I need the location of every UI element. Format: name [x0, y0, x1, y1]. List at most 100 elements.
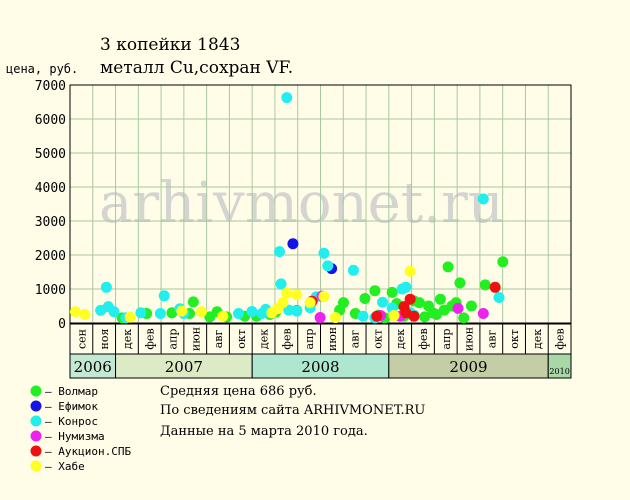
- y-tick-label: 4000: [35, 181, 66, 196]
- year-label: 2007: [165, 358, 203, 376]
- legend-marker: [30, 385, 42, 397]
- data-point: [413, 297, 425, 309]
- data-point: [135, 307, 147, 319]
- data-point: [275, 278, 287, 290]
- data-point: [100, 281, 112, 293]
- legend: – Волмар – Ефимок – Конрос – Нумизма – Аукци…: [30, 385, 131, 473]
- legend-label: – Конрос: [45, 415, 98, 428]
- data-point: [329, 312, 341, 324]
- data-point: [69, 306, 81, 318]
- month-label: окт: [371, 329, 384, 349]
- data-point: [371, 310, 383, 322]
- legend-marker: [30, 430, 42, 442]
- legend-marker: [30, 415, 42, 427]
- month-label: дек: [531, 329, 544, 349]
- year-label: 2009: [449, 358, 487, 376]
- month-label: дек: [394, 329, 407, 349]
- data-point: [291, 305, 303, 317]
- data-points: [69, 92, 509, 324]
- month-label: сен: [75, 329, 88, 349]
- year-label: 2006: [74, 358, 112, 376]
- data-point: [337, 297, 349, 309]
- data-point: [434, 293, 446, 305]
- data-point: [304, 297, 316, 309]
- y-tick-label: 0: [58, 317, 66, 332]
- legend-marker: [30, 445, 42, 457]
- month-label: июн: [189, 327, 202, 351]
- y-tick-label: 3000: [35, 215, 66, 230]
- month-label: апр: [303, 329, 316, 350]
- month-label: апр: [440, 329, 453, 350]
- data-point: [477, 193, 489, 205]
- data-point: [493, 292, 505, 303]
- data-point: [489, 281, 501, 293]
- data-point: [187, 296, 199, 308]
- y-axis-label: цена, руб.: [6, 62, 78, 76]
- date-text: Данные на 5 марта 2010 года.: [160, 424, 368, 439]
- legend-label: – Аукцион.СПБ: [45, 445, 131, 458]
- y-tick-label: 5000: [35, 147, 66, 162]
- month-label: окт: [508, 329, 521, 349]
- month-label: фев: [144, 328, 157, 349]
- data-point: [369, 285, 381, 297]
- y-tick-label: 7000: [35, 79, 66, 94]
- data-point: [322, 260, 334, 272]
- data-point: [442, 261, 454, 273]
- legend-marker: [30, 460, 42, 472]
- data-point: [283, 304, 295, 316]
- chart-title-line1: 3 копейки 1843: [100, 35, 240, 55]
- year-band: [251, 353, 390, 379]
- watermark: arhivmonet.ru: [99, 171, 504, 236]
- legend-label: – Нумизма: [45, 430, 105, 443]
- month-label: апр: [166, 329, 179, 350]
- average-price-text: Средняя цена 686 руб.: [160, 384, 317, 399]
- data-point: [124, 311, 136, 323]
- data-point: [154, 307, 166, 319]
- data-point: [287, 238, 299, 250]
- data-point: [318, 290, 330, 302]
- data-point: [404, 265, 416, 277]
- data-point: [246, 305, 258, 317]
- source-text: По сведениям сайта ARHIVMONET.RU: [160, 403, 425, 418]
- month-label: ноя: [98, 328, 111, 349]
- data-point: [281, 287, 293, 299]
- y-tick-label: 1000: [35, 283, 66, 298]
- data-point: [377, 296, 389, 308]
- data-point: [176, 305, 188, 317]
- year-band: [547, 353, 572, 379]
- data-point: [277, 297, 289, 309]
- month-label: дек: [121, 329, 134, 349]
- month-label: фев: [417, 328, 430, 349]
- month-label: дек: [258, 329, 271, 349]
- data-point: [195, 306, 207, 318]
- data-point: [318, 247, 330, 259]
- data-point: [465, 300, 477, 312]
- legend-label: – Волмар: [45, 385, 98, 398]
- data-point: [233, 307, 245, 319]
- data-point: [454, 277, 466, 289]
- year-label: 2008: [301, 358, 339, 376]
- data-point: [359, 293, 371, 305]
- data-point: [158, 290, 170, 302]
- month-label: июн: [326, 327, 339, 351]
- month-label: окт: [235, 329, 248, 349]
- legend-marker: [30, 400, 42, 412]
- month-label: авг: [349, 330, 362, 349]
- legend-label: – Хабе: [45, 460, 85, 473]
- data-point: [347, 264, 359, 276]
- legend-label: – Ефимок: [45, 400, 98, 413]
- data-point: [108, 306, 120, 318]
- y-tick-label: 2000: [35, 249, 66, 264]
- data-point: [217, 310, 229, 322]
- grid-lines: [69, 84, 572, 324]
- data-point: [479, 279, 491, 291]
- data-point: [79, 309, 91, 320]
- data-point: [357, 310, 369, 322]
- y-tick-label: 6000: [35, 113, 66, 128]
- year-band: [388, 353, 549, 379]
- x-axis: сен ноя дек фев апр июн авг окт дек фев апр июн авг о…: [69, 323, 572, 379]
- data-point: [452, 302, 464, 314]
- year-label: 2010: [549, 367, 569, 376]
